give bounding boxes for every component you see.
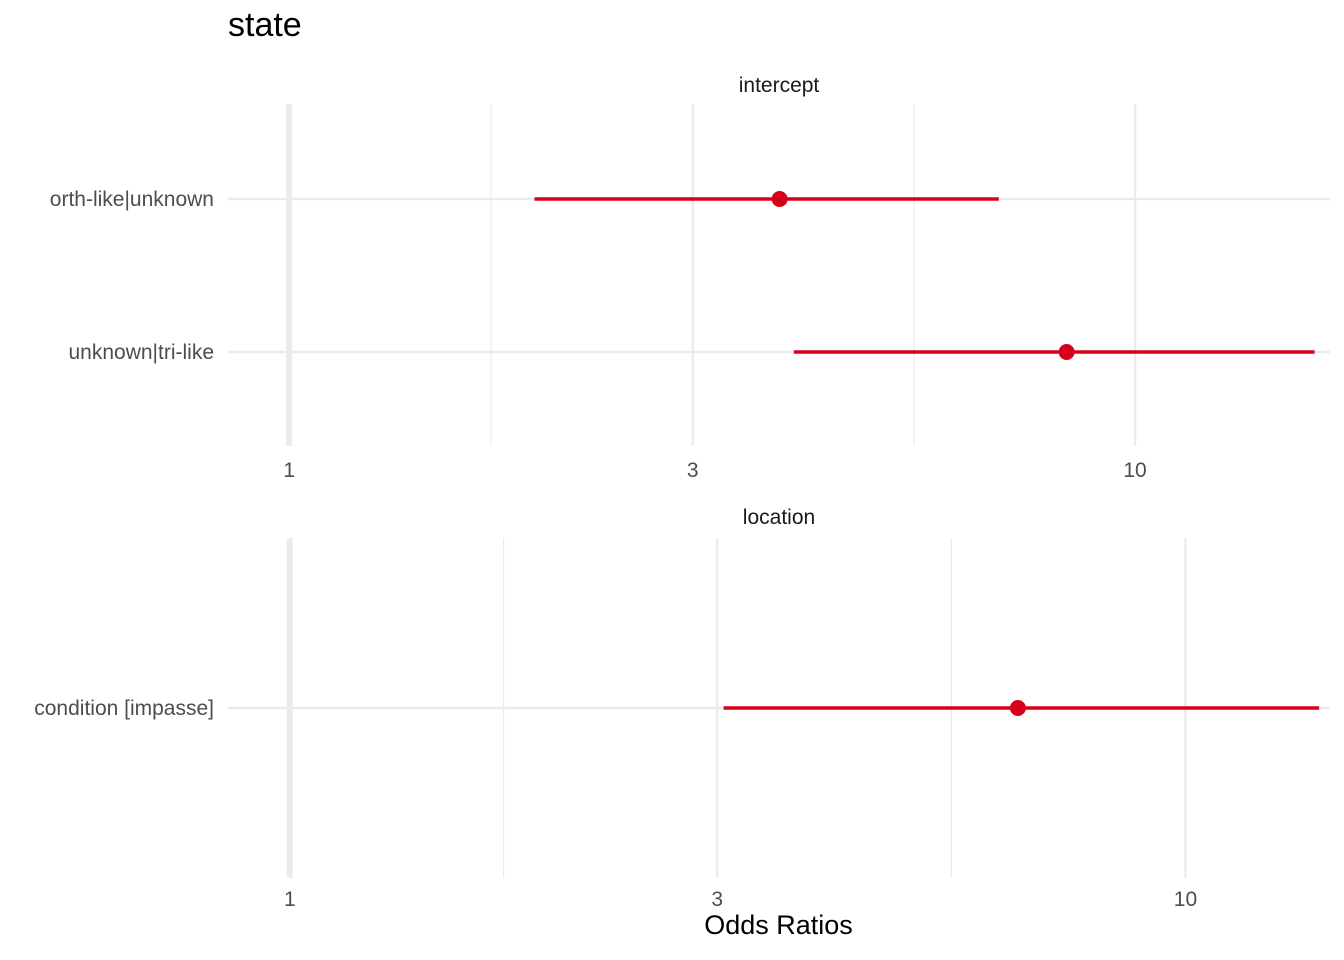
- x-tick-label: 10: [1174, 888, 1197, 911]
- x-tick-label: 3: [711, 888, 723, 911]
- x-tick-label: 1: [283, 459, 295, 482]
- estimate-point: [771, 191, 788, 207]
- chart-title: state: [228, 6, 302, 44]
- x-tick-label: 3: [687, 459, 699, 482]
- x-tick-label: 1: [284, 888, 296, 911]
- x-axis-label: Odds Ratios: [704, 910, 853, 940]
- facet-strip-label: intercept: [739, 74, 820, 97]
- y-tick-label: condition [impasse]: [34, 697, 214, 720]
- estimate-point: [1009, 700, 1026, 716]
- facet-strip-label: location: [743, 506, 815, 529]
- y-tick-label: orth-like|unknown: [50, 188, 214, 211]
- estimate-point: [1058, 344, 1075, 360]
- y-tick-label: unknown|tri-like: [68, 341, 214, 364]
- x-tick-label: 10: [1123, 459, 1146, 482]
